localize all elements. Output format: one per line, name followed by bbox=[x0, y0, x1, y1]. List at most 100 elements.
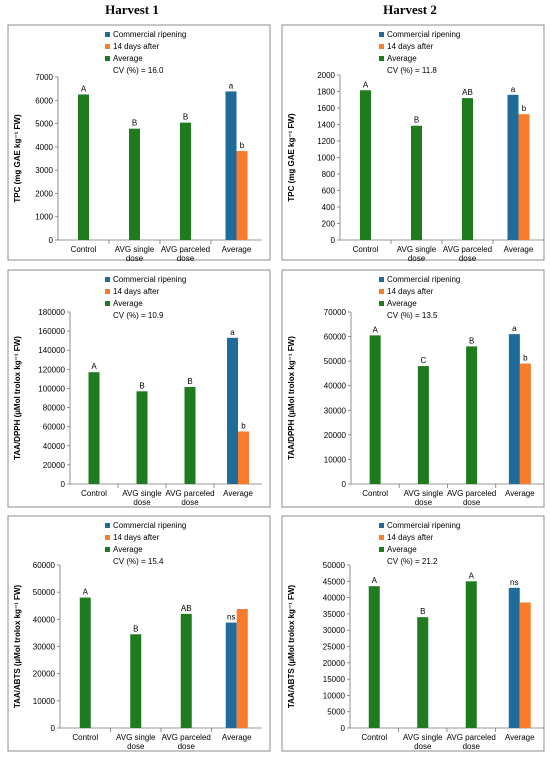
y-tick-label: 1200 bbox=[317, 137, 335, 146]
bar-average-3 bbox=[184, 387, 196, 484]
legend-entry: Average bbox=[113, 545, 143, 554]
y-tick-label: 20000 bbox=[33, 670, 56, 679]
bar-letter: b bbox=[523, 354, 528, 363]
y-tick-label: 4000 bbox=[35, 143, 53, 152]
y-tick-label: 50000 bbox=[33, 588, 56, 597]
bar-letter: b bbox=[241, 421, 246, 430]
x-tick-label: AVG parceled bbox=[161, 245, 210, 254]
y-tick-label: 70000 bbox=[324, 308, 347, 317]
bar-average-3 bbox=[180, 122, 191, 240]
bar-letter: B bbox=[414, 116, 419, 125]
y-tick-label: 120000 bbox=[38, 365, 65, 374]
y-tick-label: 80000 bbox=[43, 404, 66, 413]
y-tick-label: 20000 bbox=[323, 659, 346, 668]
y-tick-label: 0 bbox=[342, 480, 347, 489]
bar-letter: B bbox=[139, 381, 144, 390]
y-tick-label: 20000 bbox=[324, 431, 347, 440]
bar-commercial-ripening bbox=[508, 587, 520, 728]
legend-swatch bbox=[379, 289, 384, 294]
column-title-harvest-1: Harvest 1 bbox=[105, 2, 159, 17]
x-tick-label: Control bbox=[362, 489, 388, 498]
x-tick-label: dose bbox=[408, 254, 426, 263]
bar-letter: B bbox=[420, 607, 425, 616]
x-tick-label: AVG single bbox=[403, 733, 443, 742]
y-tick-label: 2000 bbox=[35, 189, 53, 198]
y-tick-label: 5000 bbox=[327, 708, 345, 717]
x-tick-label: AVG single bbox=[122, 489, 162, 498]
y-tick-label: 180000 bbox=[38, 308, 65, 317]
y-tick-label: 50000 bbox=[324, 357, 347, 366]
y-tick-label: 0 bbox=[341, 724, 346, 733]
legend-entry: 14 days after bbox=[387, 287, 434, 296]
bar-letter: a bbox=[230, 328, 235, 337]
bar-average-2 bbox=[411, 125, 422, 240]
bar-letter: ns bbox=[227, 613, 235, 622]
x-tick-label: dose bbox=[414, 742, 432, 751]
legend-entry: Commercial ripening bbox=[113, 521, 186, 530]
x-tick-label: Control bbox=[353, 245, 379, 254]
x-tick-label: dose bbox=[178, 742, 196, 751]
cv-annotation: CV (%) = 13.5 bbox=[387, 311, 438, 320]
y-tick-label: 3000 bbox=[35, 166, 53, 175]
bar-average-1 bbox=[79, 597, 91, 728]
x-tick-label: AVG single bbox=[115, 245, 155, 254]
y-tick-label: 40000 bbox=[323, 594, 346, 603]
y-tick-label: 6000 bbox=[35, 96, 53, 105]
x-tick-label: Average bbox=[222, 245, 252, 254]
bar-average-2 bbox=[417, 366, 429, 484]
bar-commercial-ripening bbox=[225, 91, 237, 241]
x-tick-label: Control bbox=[71, 245, 97, 254]
bar-letter: a bbox=[511, 85, 516, 94]
x-tick-label: dose bbox=[177, 254, 195, 263]
y-tick-label: 60000 bbox=[33, 561, 56, 570]
legend-entry: Average bbox=[387, 54, 417, 63]
x-tick-label: dose bbox=[133, 498, 151, 507]
y-tick-label: 30000 bbox=[324, 406, 347, 415]
bar-commercial-ripening bbox=[225, 622, 237, 728]
legend-entry: Average bbox=[113, 299, 143, 308]
y-tick-label: 160000 bbox=[38, 327, 65, 336]
bar-letter: C bbox=[420, 356, 426, 365]
legend-entry: Average bbox=[113, 54, 143, 63]
bar-average-2 bbox=[129, 128, 140, 240]
y-tick-label: 0 bbox=[51, 724, 56, 733]
legend-swatch bbox=[105, 301, 110, 306]
bar-average-1 bbox=[78, 94, 89, 240]
y-tick-label: 1000 bbox=[35, 213, 53, 222]
y-tick-label: 25000 bbox=[323, 643, 346, 652]
cv-annotation: CV (%) = 15.4 bbox=[113, 557, 164, 566]
legend-entry: 14 days after bbox=[387, 42, 434, 51]
y-tick-label: 10000 bbox=[324, 455, 347, 464]
x-tick-label: Control bbox=[361, 733, 387, 742]
bar-letter: A bbox=[83, 588, 89, 597]
x-tick-label: Average bbox=[504, 245, 534, 254]
legend-entry: Average bbox=[387, 545, 417, 554]
y-tick-label: 400 bbox=[322, 203, 336, 212]
y-tick-label: 1600 bbox=[317, 104, 335, 113]
bar-letter: AB bbox=[181, 604, 192, 613]
bar-14-days-after bbox=[236, 609, 248, 728]
y-tick-label: 40000 bbox=[33, 615, 56, 624]
legend-entry: Average bbox=[387, 299, 417, 308]
bar-average-3 bbox=[180, 613, 192, 728]
bar-average-1 bbox=[88, 372, 100, 484]
y-axis-label: TAA/DPPH (µMol trolox kg⁻¹ FW) bbox=[287, 336, 296, 460]
bar-average-1 bbox=[369, 335, 381, 484]
legend-entry: Commercial ripening bbox=[113, 30, 186, 39]
chart-frame bbox=[281, 515, 545, 752]
bar-14-days-after bbox=[518, 114, 530, 240]
legend-entry: 14 days after bbox=[387, 533, 434, 542]
bar-letter: A bbox=[81, 84, 87, 93]
bar-letter: A bbox=[469, 571, 475, 580]
y-tick-label: 0 bbox=[331, 236, 336, 245]
x-tick-label: Average bbox=[505, 733, 535, 742]
bar-letter: A bbox=[363, 80, 369, 89]
y-tick-label: 800 bbox=[322, 170, 336, 179]
legend-swatch bbox=[379, 523, 384, 528]
y-axis-label: TAA/DPPH (µMol trolox kg⁻¹ FW) bbox=[13, 336, 22, 460]
cv-annotation: CV (%) = 11.8 bbox=[387, 66, 437, 75]
x-tick-label: dose bbox=[126, 254, 144, 263]
y-tick-label: 100000 bbox=[38, 384, 65, 393]
bar-letter: B bbox=[187, 377, 192, 386]
